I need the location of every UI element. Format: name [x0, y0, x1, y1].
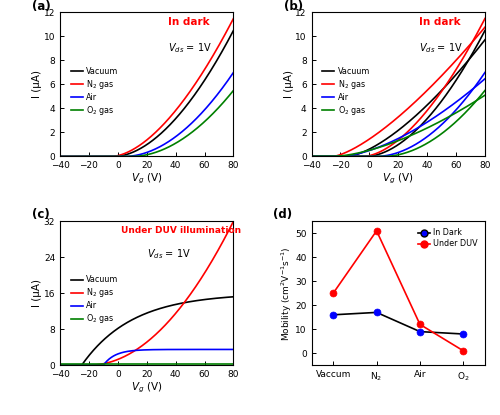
Text: $V_{ds}$ = 1V: $V_{ds}$ = 1V [146, 247, 191, 261]
In Dark [460, 332, 466, 337]
Legend: Vacuum, N$_2$ gas, Air, O$_2$ gas: Vacuum, N$_2$ gas, Air, O$_2$ gas [319, 63, 373, 120]
Under DUV [460, 348, 466, 353]
Text: (b): (b) [284, 0, 303, 12]
Text: $V_{ds}$ = 1V: $V_{ds}$ = 1V [419, 41, 463, 55]
In Dark [374, 310, 380, 315]
Legend: Vacuum, N$_2$ gas, Air, O$_2$ gas: Vacuum, N$_2$ gas, Air, O$_2$ gas [68, 272, 122, 329]
Text: In dark: In dark [168, 17, 209, 27]
In Dark [330, 312, 336, 317]
Y-axis label: I (μA): I (μA) [284, 71, 294, 98]
Under DUV [330, 291, 336, 296]
Y-axis label: I (μA): I (μA) [32, 279, 42, 307]
Under DUV [374, 228, 380, 233]
Text: (a): (a) [32, 0, 51, 12]
Y-axis label: Mobility (cm$^2$V$^{-1}$s$^{-1}$): Mobility (cm$^2$V$^{-1}$s$^{-1}$) [280, 246, 294, 341]
X-axis label: $V_g$ (V): $V_g$ (V) [382, 172, 414, 186]
Text: In dark: In dark [419, 17, 461, 27]
X-axis label: $V_g$ (V): $V_g$ (V) [131, 172, 162, 186]
X-axis label: $V_g$ (V): $V_g$ (V) [131, 381, 162, 395]
Under DUV [417, 322, 423, 327]
Text: $V_{ds}$ = 1V: $V_{ds}$ = 1V [168, 41, 212, 55]
Line: In Dark: In Dark [330, 309, 467, 337]
Y-axis label: I (μA): I (μA) [32, 71, 42, 98]
Text: Under DUV illumination: Under DUV illumination [120, 225, 241, 234]
Legend: In Dark, Under DUV: In Dark, Under DUV [414, 225, 481, 252]
Line: Under DUV: Under DUV [330, 227, 467, 354]
In Dark [417, 329, 423, 334]
Legend: Vacuum, N$_2$ gas, Air, O$_2$ gas: Vacuum, N$_2$ gas, Air, O$_2$ gas [68, 63, 122, 120]
Text: (c): (c) [32, 208, 50, 221]
Text: (d): (d) [274, 208, 292, 221]
